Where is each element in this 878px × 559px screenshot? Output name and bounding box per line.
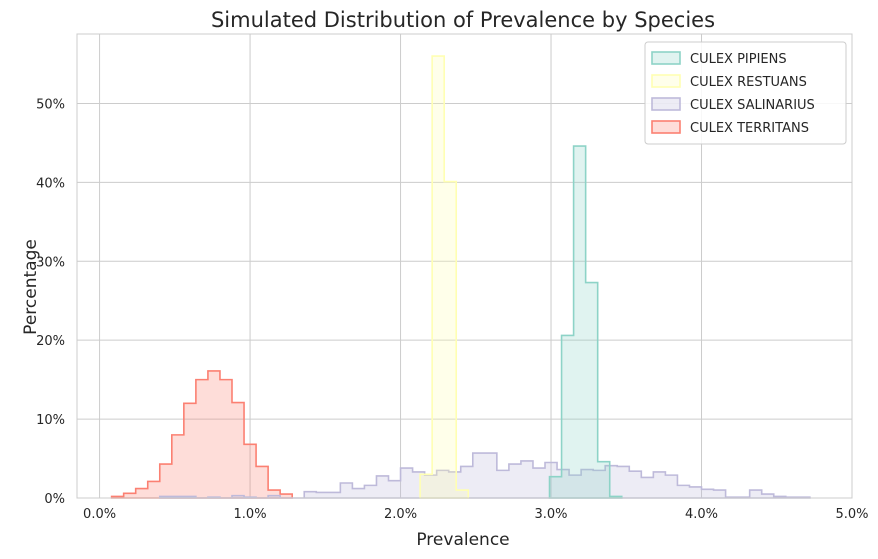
legend-entry-label: CULEX RESTUANS [690, 75, 807, 90]
series-culex-territans [110, 370, 293, 499]
legend-box [644, 41, 847, 145]
histogram-bin [677, 485, 689, 498]
series-fill [549, 146, 622, 498]
histogram-bin [184, 403, 196, 498]
series-fill [159, 453, 810, 498]
histogram-bin [641, 477, 653, 498]
x-tick-label: 2.0% [384, 507, 417, 522]
histogram-bin [124, 493, 136, 498]
histogram-bin [497, 470, 509, 498]
legend-swatch [651, 51, 681, 65]
series-culex-restuans [419, 55, 470, 499]
x-axis-label: Prevalence [416, 530, 509, 550]
y-axis-label: Percentage [21, 239, 41, 335]
histogram-bin [444, 182, 456, 498]
y-tick-label: 10% [36, 413, 65, 428]
y-tick-label: 30% [36, 255, 65, 270]
series-layer [110, 55, 811, 499]
x-tick-label: 4.0% [685, 507, 718, 522]
histogram-bin [389, 481, 401, 498]
histogram-bin [340, 483, 352, 498]
histogram-bin [420, 474, 432, 498]
histogram-bin [316, 492, 328, 498]
y-tick-label: 50% [36, 97, 65, 112]
histogram-bin [617, 466, 629, 498]
histogram-bin [521, 461, 533, 498]
histogram-bin [208, 371, 220, 498]
histogram-bin [653, 472, 665, 498]
x-tick-label: 0.0% [83, 507, 116, 522]
series-culex-salinarius [158, 452, 811, 499]
histogram-bin [220, 380, 232, 498]
histogram-bin [562, 335, 574, 498]
series-outline [110, 370, 293, 499]
histogram-bin [665, 475, 677, 498]
histogram-bin [485, 453, 497, 498]
histogram-bin [364, 485, 376, 498]
y-tick-label: 0% [44, 492, 65, 507]
series-culex-pipiens [548, 145, 623, 499]
histogram-bin [629, 471, 641, 498]
legend-swatch [651, 97, 681, 111]
histogram-bin [304, 492, 316, 498]
y-tick-label: 20% [36, 334, 65, 349]
histogram-bin [689, 487, 701, 498]
legend-entry-label: CULEX SALINARIUS [690, 98, 815, 113]
x-tick-label: 1.0% [234, 507, 267, 522]
histogram-bin [750, 490, 762, 498]
histogram-bin [136, 489, 148, 498]
histogram-bin [244, 444, 256, 498]
histogram-bin [509, 464, 521, 498]
histogram-bin [232, 403, 244, 498]
legend-entry-label: CULEX TERRITANS [690, 121, 809, 136]
histogram-bin [762, 494, 774, 498]
histogram-bin [702, 489, 714, 498]
legend-swatch [651, 74, 681, 88]
histogram-bin [574, 146, 586, 498]
histogram-bin [432, 56, 444, 498]
histogram-bin [196, 380, 208, 498]
histogram-bin [328, 492, 340, 498]
histogram-bin [352, 489, 364, 498]
histogram-bin [256, 466, 268, 498]
x-tick-label: 3.0% [535, 507, 568, 522]
histogram-bin [456, 490, 468, 498]
histogram-bin [172, 435, 184, 498]
tick-labels: 0.0% 1.0% 2.0% 3.0% 4.0% 5.0% 0% 10% 20% 30% 40% 50… [36, 97, 868, 522]
histogram-bin [160, 464, 172, 498]
legend-swatch [651, 120, 681, 134]
histogram-bin [714, 490, 726, 498]
series-outline [419, 55, 470, 499]
series-outline [548, 145, 623, 499]
series-fill [111, 370, 293, 498]
plot-frame [76, 33, 853, 499]
histogram-bin [148, 481, 160, 498]
chart-title: Simulated Distribution of Prevalence by … [211, 8, 715, 32]
histogram-bin [376, 476, 388, 498]
legend: CULEX PIPIENS CULEX RESTUANS CULEX SALINAR… [644, 41, 847, 145]
x-tick-label: 5.0% [835, 507, 868, 522]
legend-entry-label: CULEX PIPIENS [690, 52, 787, 67]
histogram-bin [586, 283, 598, 498]
histogram-bin [533, 468, 545, 498]
histogram-bin [598, 462, 610, 498]
histogram-bin [401, 468, 413, 498]
histogram-bin [473, 453, 485, 498]
series-outline [158, 452, 811, 499]
y-tick-label: 40% [36, 176, 65, 191]
histogram-bin [550, 477, 562, 498]
